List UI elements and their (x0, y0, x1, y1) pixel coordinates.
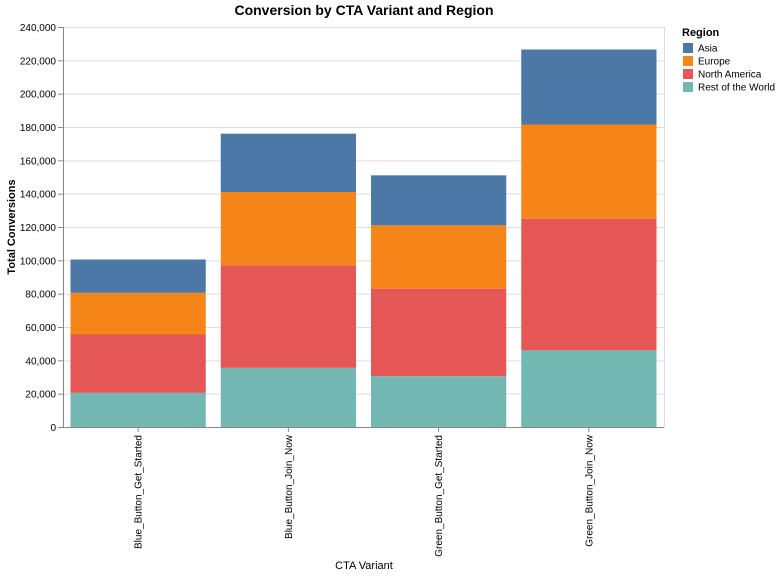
chart-title: Conversion by CTA Variant and Region (234, 2, 493, 18)
y-tick-label: 180,000 (20, 123, 57, 134)
y-tick-label: 220,000 (20, 56, 57, 67)
bar-segment (220, 367, 356, 427)
bar-segment (371, 376, 507, 427)
bar-segment (70, 392, 206, 427)
bar-segment (70, 334, 206, 393)
y-tick-label: 60,000 (25, 323, 56, 334)
legend: Region Asia Europe North America Rest of th… (682, 27, 775, 94)
legend-label: Rest of the World (698, 83, 775, 94)
y-tick-label: 120,000 (20, 223, 57, 234)
y-tick-label: 40,000 (25, 356, 56, 367)
bar-segment (70, 259, 206, 293)
legend-swatch (683, 56, 693, 66)
y-tick-label: 240,000 (20, 23, 57, 34)
bar-segment (521, 124, 657, 219)
bar-segment (70, 292, 206, 335)
y-tick-label: 160,000 (20, 156, 57, 167)
legend-label: North America (698, 70, 762, 81)
bar-segment (371, 288, 507, 377)
x-tick-label: Blue_Button_Join_Now (284, 434, 295, 539)
bar-segment (521, 350, 657, 427)
y-axis-title: Total Conversions (6, 179, 18, 274)
legend-swatch (683, 69, 693, 79)
legend-label: Asia (698, 44, 718, 55)
y-tick-label: 80,000 (25, 290, 56, 301)
bar-segment (220, 265, 356, 368)
legend-swatch (683, 82, 693, 92)
y-tick-label: 200,000 (20, 90, 57, 101)
y-tick-label: 100,000 (20, 256, 57, 267)
bar-segment (521, 218, 657, 351)
x-tick-label: Green_Button_Get_Started (434, 435, 445, 557)
bar-segment (220, 192, 356, 266)
bar-segment (371, 175, 507, 226)
bars (70, 49, 657, 427)
y-tick-label: 0 (50, 423, 56, 434)
legend-label: Europe (698, 57, 731, 68)
bar-segment (220, 133, 356, 192)
x-axis: Blue_Button_Get_Started Blue_Button_Join_… (63, 427, 664, 557)
y-tick-label: 20,000 (25, 390, 56, 401)
x-tick-label: Green_Button_Join_Now (584, 434, 595, 547)
x-axis-title: CTA Variant (335, 560, 393, 572)
legend-title: Region (682, 27, 720, 39)
x-tick-label: Blue_Button_Get_Started (134, 435, 145, 549)
bar-segment (371, 225, 507, 289)
y-axis: 0 20,000 40,000 60,000 80,000 100,000 120,000 1… (20, 23, 64, 434)
legend-swatch (683, 43, 693, 53)
bar-segment (521, 49, 657, 125)
y-tick-label: 140,000 (20, 190, 57, 201)
